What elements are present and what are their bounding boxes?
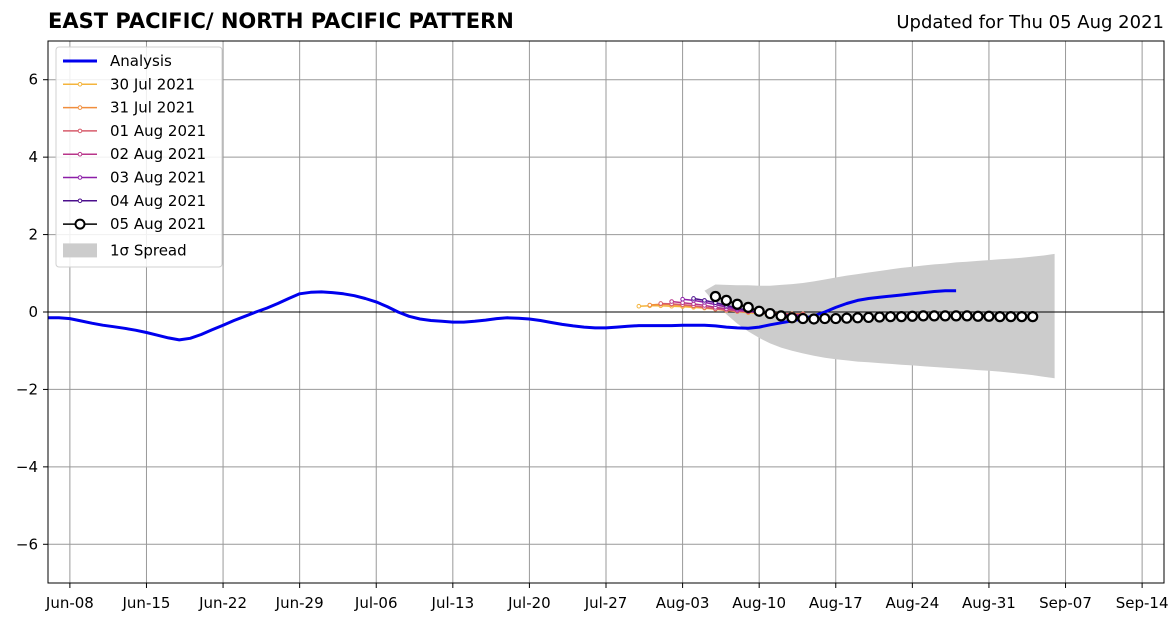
x-tick-label: Aug-24 <box>885 594 939 612</box>
x-tick-label: Sep-14 <box>1116 594 1169 612</box>
forecast-point <box>862 311 875 324</box>
forecast-point <box>702 298 707 303</box>
x-tick-label: Jul-20 <box>507 594 551 612</box>
forecast-point <box>1027 311 1039 323</box>
y-tick-label: −6 <box>16 535 38 553</box>
forecast-point <box>830 312 842 325</box>
legend-swatch-marker <box>77 82 83 87</box>
forecast-point <box>972 310 984 322</box>
chart-title: EAST PACIFIC/ NORTH PACIFIC PATTERN <box>48 9 514 33</box>
forecast-point <box>961 310 973 322</box>
series-layer <box>48 289 1164 342</box>
x-tick-label: Aug-17 <box>809 594 863 612</box>
chart-subtitle: Updated for Thu 05 Aug 2021 <box>896 12 1164 33</box>
forecast-point <box>636 303 642 309</box>
forecast-point <box>994 311 1006 323</box>
legend-label: 02 Aug 2021 <box>110 145 206 163</box>
forecast-point <box>895 311 908 323</box>
x-tick-label: Aug-31 <box>962 594 1016 612</box>
plot-frame <box>47 40 1165 584</box>
legend-swatch-marker <box>77 175 83 180</box>
legend-swatch-marker <box>77 151 83 157</box>
axes: Jun-08 Jun-15 Jun-22 Jun-29 Jul-06 Jul-13 Jul-… <box>16 40 1169 612</box>
forecast-point <box>950 310 962 322</box>
legend-label: 05 Aug 2021 <box>110 215 206 233</box>
legend-label: Analysis <box>110 52 172 70</box>
forecast-point <box>928 310 940 322</box>
forecast-point <box>841 312 853 324</box>
forecast-point <box>680 296 685 302</box>
y-tick-label: −2 <box>16 380 38 398</box>
legend-label: 1σ Spread <box>110 241 187 259</box>
forecast-point <box>669 299 674 304</box>
y-tick-label: 2 <box>28 226 38 244</box>
forecast-point <box>797 312 809 325</box>
x-tick-label: Aug-10 <box>732 594 786 612</box>
forecast-point <box>691 296 696 301</box>
forecast-point <box>720 294 732 306</box>
forecast-point <box>709 290 722 303</box>
legend-label: 04 Aug 2021 <box>110 192 206 210</box>
forecast-point <box>819 312 831 325</box>
forecast-point <box>775 310 787 322</box>
forecast-point <box>873 311 886 323</box>
y-tick-label: 6 <box>28 71 38 89</box>
forecast-point <box>647 302 653 308</box>
forecast-point <box>1005 311 1017 323</box>
legend-swatch-marker <box>77 105 83 110</box>
legend-label: 01 Aug 2021 <box>110 122 206 140</box>
forecast-point <box>786 312 798 324</box>
x-tick-label: Aug-03 <box>656 594 710 612</box>
forecast-point <box>808 313 820 325</box>
x-tick-label: Jun-22 <box>198 594 247 612</box>
forecast-point <box>939 310 951 322</box>
y-tick-label: −4 <box>16 458 38 476</box>
forecast-point <box>764 307 776 320</box>
legend-swatch-marker <box>74 218 86 230</box>
legend: Analysis 30 Jul 2021 31 Jul 2021 01 Aug 202… <box>55 46 223 268</box>
legend-swatch-marker <box>77 198 83 204</box>
x-tick-label: Jun-08 <box>45 594 94 612</box>
forecast-point <box>658 301 664 306</box>
legend-label: 03 Aug 2021 <box>110 169 206 187</box>
x-tick-label: Jul-27 <box>584 594 628 612</box>
forecast-point <box>1016 311 1028 323</box>
legend-swatch <box>63 243 97 258</box>
forecast-point <box>742 301 754 313</box>
x-tick-label: Jul-06 <box>354 594 398 612</box>
x-tick-label: Jun-29 <box>275 594 324 612</box>
legend-label: 30 Jul 2021 <box>110 75 195 93</box>
forecast-point <box>917 310 929 322</box>
x-tick-label: Jun-15 <box>122 594 171 612</box>
y-tick-label: 0 <box>28 303 38 321</box>
y-tick-label: 4 <box>28 148 38 166</box>
legend-swatch-marker <box>77 128 83 134</box>
legend-label: 31 Jul 2021 <box>110 99 195 117</box>
forecast-point <box>906 310 918 322</box>
forecast-point <box>983 310 995 322</box>
x-tick-label: Sep-07 <box>1039 594 1092 612</box>
x-tick-label: Jul-13 <box>431 594 475 612</box>
forecast-point <box>753 305 765 317</box>
forecast-point <box>884 311 897 323</box>
forecast-point <box>731 298 743 310</box>
legend-box <box>55 46 223 268</box>
forecast-point <box>852 312 864 324</box>
